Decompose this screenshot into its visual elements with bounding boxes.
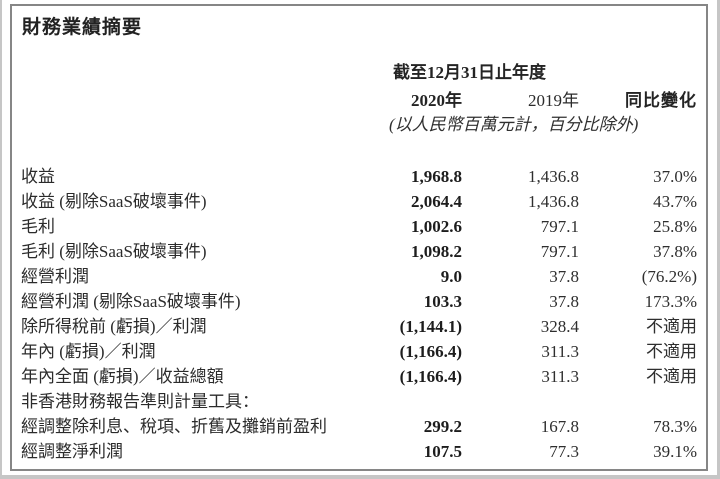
- row-label: 經調整除利息、稅項、折舊及攤銷前盈利: [21, 417, 327, 436]
- row-label: 毛利 (剔除SaaS破壞事件): [21, 242, 207, 261]
- row-label: 收益: [21, 167, 55, 186]
- value-yoy-change: 39.1%: [653, 442, 697, 461]
- financial-summary-table: 收益 1,968.8 1,436.8 37.0% 收益 (剔除SaaS破壞事件)…: [12, 164, 705, 464]
- value-2019: 797.1: [540, 217, 579, 236]
- value-2020: 2,064.4: [411, 192, 462, 211]
- value-2020: 9.0: [440, 267, 462, 286]
- row-label: 除所得稅前 (虧損)／利潤: [21, 317, 207, 336]
- unit-note: (以人民幣百萬元計，百分比除外): [389, 115, 639, 134]
- value-2019: 1,436.8: [528, 167, 579, 186]
- value-yoy-change: 不適用: [646, 317, 697, 336]
- value-2020: 103.3: [423, 292, 462, 311]
- period-header: 截至12月31日止年度: [393, 63, 546, 82]
- financial-summary-panel: 財務業績摘要 截至12月31日止年度 2020年 2019年 同比變化 (以人民…: [10, 4, 708, 471]
- row-label: 年內全面 (虧損)／收益總額: [21, 367, 224, 386]
- table-row: 非香港財務報告準則計量工具：: [12, 389, 705, 414]
- table-row: 經營利潤 9.0 37.8 (76.2%): [12, 264, 705, 289]
- value-2020: 1,002.6: [411, 217, 462, 236]
- value-2020: 1,968.8: [411, 167, 462, 186]
- value-2020: (1,144.1): [399, 317, 462, 336]
- row-label: 收益 (剔除SaaS破壞事件): [21, 192, 207, 211]
- row-label: 經營利潤: [21, 267, 89, 286]
- value-yoy-change: 37.0%: [653, 167, 697, 186]
- value-yoy-change: 37.8%: [653, 242, 697, 261]
- row-label: 經調整淨利潤: [21, 442, 123, 461]
- table-row: 毛利 (剔除SaaS破壞事件) 1,098.2 797.1 37.8%: [12, 239, 705, 264]
- value-2019: 37.8: [549, 267, 579, 286]
- value-2020: 1,098.2: [411, 242, 462, 261]
- value-yoy-change: 不適用: [646, 367, 697, 386]
- table-row: 年內全面 (虧損)／收益總額 (1,166.4) 311.3 不適用: [12, 364, 705, 389]
- value-2019: 1,436.8: [528, 192, 579, 211]
- row-label: 年內 (虧損)／利潤: [21, 342, 156, 361]
- table-row: 除所得稅前 (虧損)／利潤 (1,144.1) 328.4 不適用: [12, 314, 705, 339]
- value-yoy-change: 不適用: [646, 342, 697, 361]
- column-header-yoy-change: 同比變化: [625, 91, 697, 110]
- value-yoy-change: 43.7%: [653, 192, 697, 211]
- value-2020: 107.5: [423, 442, 462, 461]
- table-row: 收益 (剔除SaaS破壞事件) 2,064.4 1,436.8 43.7%: [12, 189, 705, 214]
- value-2019: 37.8: [549, 292, 579, 311]
- value-yoy-change: 25.8%: [653, 217, 697, 236]
- column-header-2019: 2019年: [528, 91, 579, 110]
- page-edge-right: [717, 0, 720, 479]
- table-row: 毛利 1,002.6 797.1 25.8%: [12, 214, 705, 239]
- value-2019: 328.4: [540, 317, 579, 336]
- value-yoy-change: (76.2%): [641, 267, 697, 286]
- row-label: 經營利潤 (剔除SaaS破壞事件): [21, 292, 241, 311]
- table-row: 年內 (虧損)／利潤 (1,166.4) 311.3 不適用: [12, 339, 705, 364]
- page-edge-left: [0, 0, 2, 479]
- value-yoy-change: 173.3%: [644, 292, 697, 311]
- value-2019: 311.3: [541, 367, 579, 386]
- page-title: 財務業績摘要: [22, 17, 143, 38]
- value-2019: 77.3: [549, 442, 579, 461]
- value-2020: 299.2: [423, 417, 462, 436]
- value-2020: (1,166.4): [399, 342, 462, 361]
- table-row: 經調整淨利潤 107.5 77.3 39.1%: [12, 439, 705, 464]
- value-2019: 797.1: [540, 242, 579, 261]
- value-2019: 311.3: [541, 342, 579, 361]
- page-edge-bottom: [0, 475, 720, 479]
- table-row: 經營利潤 (剔除SaaS破壞事件) 103.3 37.8 173.3%: [12, 289, 705, 314]
- row-label: 毛利: [21, 217, 55, 236]
- row-label: 非香港財務報告準則計量工具：: [21, 392, 259, 411]
- value-yoy-change: 78.3%: [653, 417, 697, 436]
- value-2019: 167.8: [540, 417, 579, 436]
- table-row: 經調整除利息、稅項、折舊及攤銷前盈利 299.2 167.8 78.3%: [12, 414, 705, 439]
- table-row: 收益 1,968.8 1,436.8 37.0%: [12, 164, 705, 189]
- value-2020: (1,166.4): [399, 367, 462, 386]
- column-header-2020: 2020年: [411, 91, 462, 110]
